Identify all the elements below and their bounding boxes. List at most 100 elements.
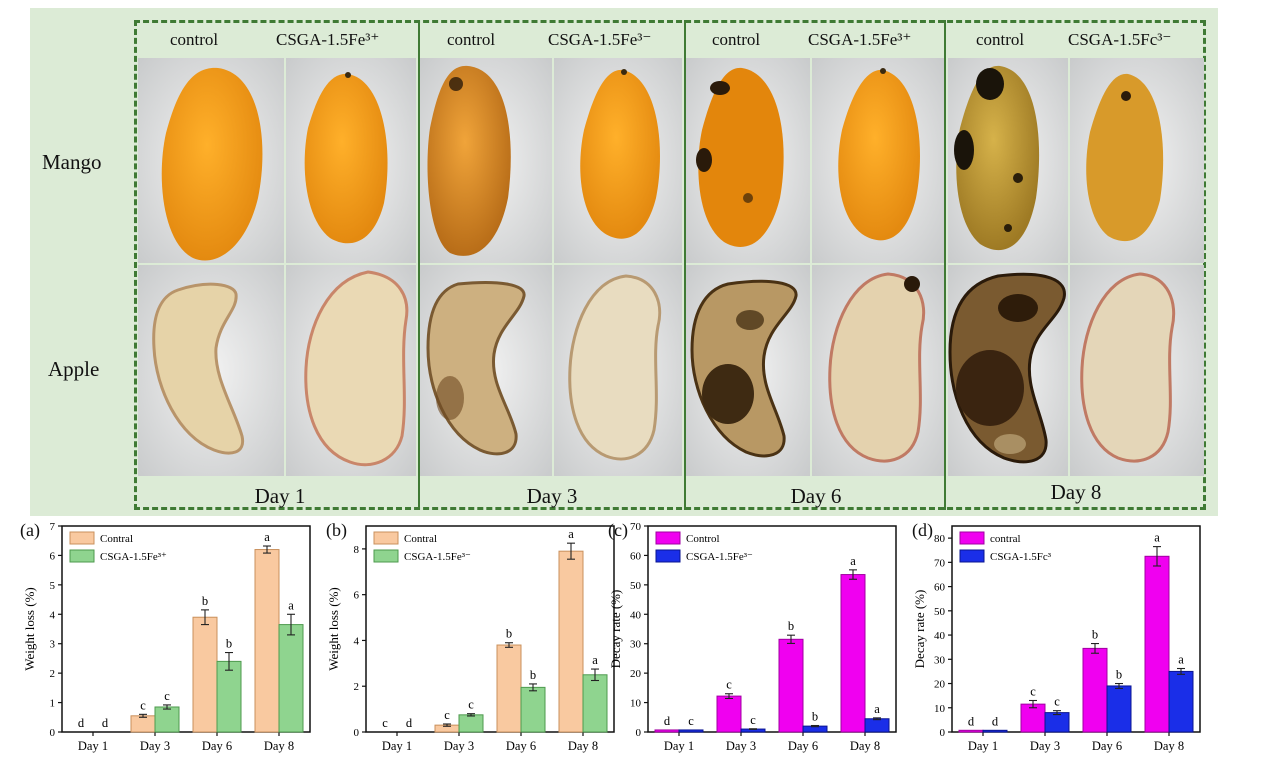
mango-control-day6 <box>696 67 784 247</box>
apple-treated-day8 <box>1080 272 1176 463</box>
bar <box>1106 685 1132 733</box>
bar <box>1082 647 1108 733</box>
y-tick-label: 20 <box>934 679 946 691</box>
legend-swatch <box>69 549 95 563</box>
legend-label: Contral <box>404 533 437 545</box>
significance-letter: c <box>468 698 474 712</box>
y-tick-label: 5 <box>50 580 56 592</box>
chart-b: (b) 0 2 4 6 8 Weight loss (%) Day 1 c d Day 3 c c Da… <box>322 520 624 772</box>
significance-letter: c <box>382 716 388 730</box>
x-tick-label: Day 8 <box>1154 739 1184 753</box>
header-treated-day6: CSGA-1.5Fe³⁺ <box>808 30 912 49</box>
significance-letter: b <box>530 668 536 682</box>
header-treated-day3: CSGA-1.5Fe³⁻ <box>548 30 652 49</box>
header-control-day6: control <box>712 30 761 49</box>
bar <box>458 714 484 733</box>
legend-swatch <box>655 531 681 545</box>
apple-control-day1 <box>152 282 245 455</box>
y-tick-label: 50 <box>934 606 946 618</box>
plot-frame <box>61 525 311 733</box>
header-treated-day8: CSGA-1.5Fc³⁻ <box>1068 30 1172 49</box>
x-tick-label: Day 1 <box>78 739 108 753</box>
significance-letter: b <box>202 594 208 608</box>
y-tick-label: 70 <box>934 557 946 569</box>
legend-label: CSGA-1.5Fe³⁻ <box>404 551 471 563</box>
legend-label: CSGA-1.5Fc³ <box>990 551 1052 563</box>
x-tick-label: Day 1 <box>382 739 412 753</box>
plot-frame <box>647 525 897 733</box>
significance-letter: c <box>444 708 450 722</box>
mango-treated-day6 <box>838 68 920 241</box>
y-tick-label: 60 <box>934 582 946 594</box>
bar <box>654 729 680 733</box>
legend-swatch <box>959 531 985 545</box>
legend-swatch <box>655 549 681 563</box>
column-separator <box>418 20 420 510</box>
apple-treated-day6 <box>828 272 926 463</box>
y-tick-label: 4 <box>354 635 360 647</box>
bar <box>716 695 742 733</box>
day-label-6: Day 6 <box>790 484 842 508</box>
y-tick-label: 10 <box>934 703 946 715</box>
bar <box>958 729 984 733</box>
mango-control-day3 <box>427 65 511 256</box>
significance-letter: b <box>226 637 232 651</box>
legend-label: Control <box>686 533 720 545</box>
y-tick-label: 20 <box>630 668 642 680</box>
apple-control-day6 <box>690 279 798 458</box>
bar <box>1168 670 1194 733</box>
legend-swatch <box>373 531 399 545</box>
y-tick-label: 7 <box>50 521 56 533</box>
bar <box>520 686 546 733</box>
photo-frame <box>134 20 1206 510</box>
day-label-1: Day 1 <box>254 484 306 508</box>
significance-letter: a <box>1154 531 1160 545</box>
y-axis-label: Decay rate (%) <box>912 590 927 669</box>
x-tick-label: Day 3 <box>1030 739 1060 753</box>
x-tick-label: Day 3 <box>140 739 170 753</box>
x-tick-label: Day 6 <box>788 739 818 753</box>
row-label-mango: Mango <box>42 150 102 174</box>
bar <box>982 729 1008 733</box>
column-separator <box>944 20 946 510</box>
chart-a-svg: 0 1 2 3 4 5 6 7 Weight loss (%) Day 1 d d Day 3 c c Day… <box>22 521 311 753</box>
legend-label: CSGA-1.5Fe³⁺ <box>100 551 167 563</box>
y-tick-label: 0 <box>636 727 642 739</box>
day-label-8: Day 8 <box>1050 480 1102 504</box>
apple-treated-day3 <box>568 274 662 461</box>
chart-a-panel-label: (a) <box>20 520 40 540</box>
bar <box>154 706 180 733</box>
x-tick-label: Day 8 <box>850 739 880 753</box>
y-tick-label: 8 <box>354 544 360 556</box>
header-control-day1: control <box>170 30 219 49</box>
significance-letter: b <box>506 627 512 641</box>
significance-letter: d <box>968 714 975 728</box>
significance-letter: c <box>688 714 694 728</box>
bar <box>496 644 522 733</box>
legend-label: contral <box>990 533 1021 545</box>
mango-treated-day3 <box>580 69 660 239</box>
x-tick-label: Day 1 <box>664 739 694 753</box>
row-label-apple: Apple <box>48 357 100 381</box>
apple-control-day8 <box>948 272 1066 464</box>
mango-treated-day8 <box>1086 73 1164 242</box>
y-tick-label: 0 <box>50 727 56 739</box>
header-treated-day1: CSGA-1.5Fe³⁺ <box>276 30 380 49</box>
plot-frame <box>365 525 615 733</box>
y-axis-label: Decay rate (%) <box>608 590 623 669</box>
y-tick-label: 1 <box>50 698 56 710</box>
significance-letter: d <box>102 716 109 730</box>
chart-b-panel-label: (b) <box>326 520 347 540</box>
significance-letter: d <box>664 714 671 728</box>
chart-a: (a) 0 1 2 3 4 5 6 7 Weight loss (%) Day 1 d d Day 3 c… <box>18 520 320 772</box>
y-tick-label: 2 <box>50 668 56 680</box>
significance-letter: b <box>1092 628 1098 642</box>
significance-letter: a <box>592 653 598 667</box>
chart-d-svg: 0 10 20 30 40 50 60 70 80 Decay rate (%) Day 1 d d Da… <box>912 525 1201 753</box>
apple-treated-day1 <box>304 270 409 467</box>
chart-c: (c) 0 10 20 30 40 50 60 70 Decay rate (%) Day 1 d c… <box>604 520 906 772</box>
mango-control-day8 <box>954 65 1040 251</box>
bar <box>278 624 304 733</box>
bar <box>130 715 156 733</box>
chart-d-panel-label: (d) <box>912 520 933 540</box>
